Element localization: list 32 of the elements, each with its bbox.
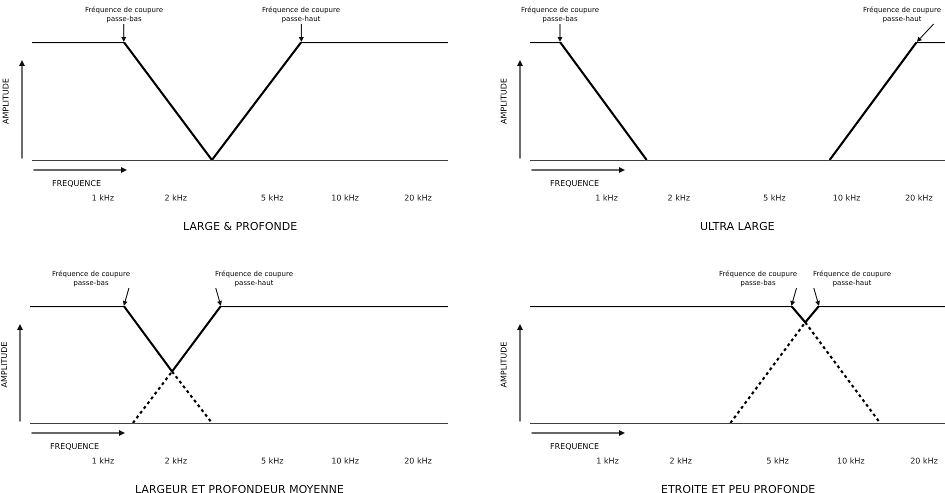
x-tick-label: 10 kHz — [836, 456, 865, 466]
y-axis-title: AMPLITUDE — [500, 78, 509, 124]
y-axis-title: AMPLITUDE — [0, 342, 9, 388]
x-tick-label: 2 kHz — [164, 456, 188, 466]
x-tick-label: 2 kHz — [670, 456, 692, 466]
x-axis-title: FREQUENCE — [550, 442, 600, 451]
x-tick-label: 2 kHz — [668, 194, 690, 203]
x-tick-label: 1 kHz — [92, 456, 114, 466]
x-tick-label: 5 kHz — [766, 456, 789, 466]
x-tick-label: 1 kHz — [92, 194, 114, 203]
text: ETROITE ET PEU PROFONDE — [661, 483, 816, 493]
x-tick-label: 2 kHz — [164, 194, 187, 203]
x-tick-label: 5 kHz — [260, 194, 284, 203]
x-tick-label: 20 kHz — [910, 456, 938, 466]
text: LARGEUR ET PROFONDEUR MOYENNE — [135, 483, 344, 493]
y-axis-title: AMPLITUDE — [2, 78, 11, 124]
x-tick-label: 1 kHz — [596, 456, 619, 466]
x-tick-label: 5 kHz — [260, 456, 284, 466]
y-axis-title: AMPLITUDE — [500, 342, 509, 388]
x-tick-label: 10 kHz — [832, 194, 860, 203]
x-tick-label: 10 kHz — [331, 456, 359, 466]
x-tick-label: 1 kHz — [595, 194, 618, 203]
x-axis-title: FREQUENCE — [50, 442, 100, 451]
x-tick-label: 10 kHz — [331, 194, 359, 203]
x-tick-label: 20 kHz — [404, 194, 432, 203]
x-axis-title: FREQUENCE — [52, 179, 102, 188]
text: LARGE & PROFONDE — [183, 220, 298, 233]
x-tick-label: 20 kHz — [905, 194, 933, 203]
x-tick-label: 5 kHz — [763, 194, 786, 203]
text: ULTRA LARGE — [700, 220, 775, 233]
x-axis-title: FREQUENCE — [550, 179, 600, 188]
x-tick-label: 20 kHz — [404, 456, 432, 466]
